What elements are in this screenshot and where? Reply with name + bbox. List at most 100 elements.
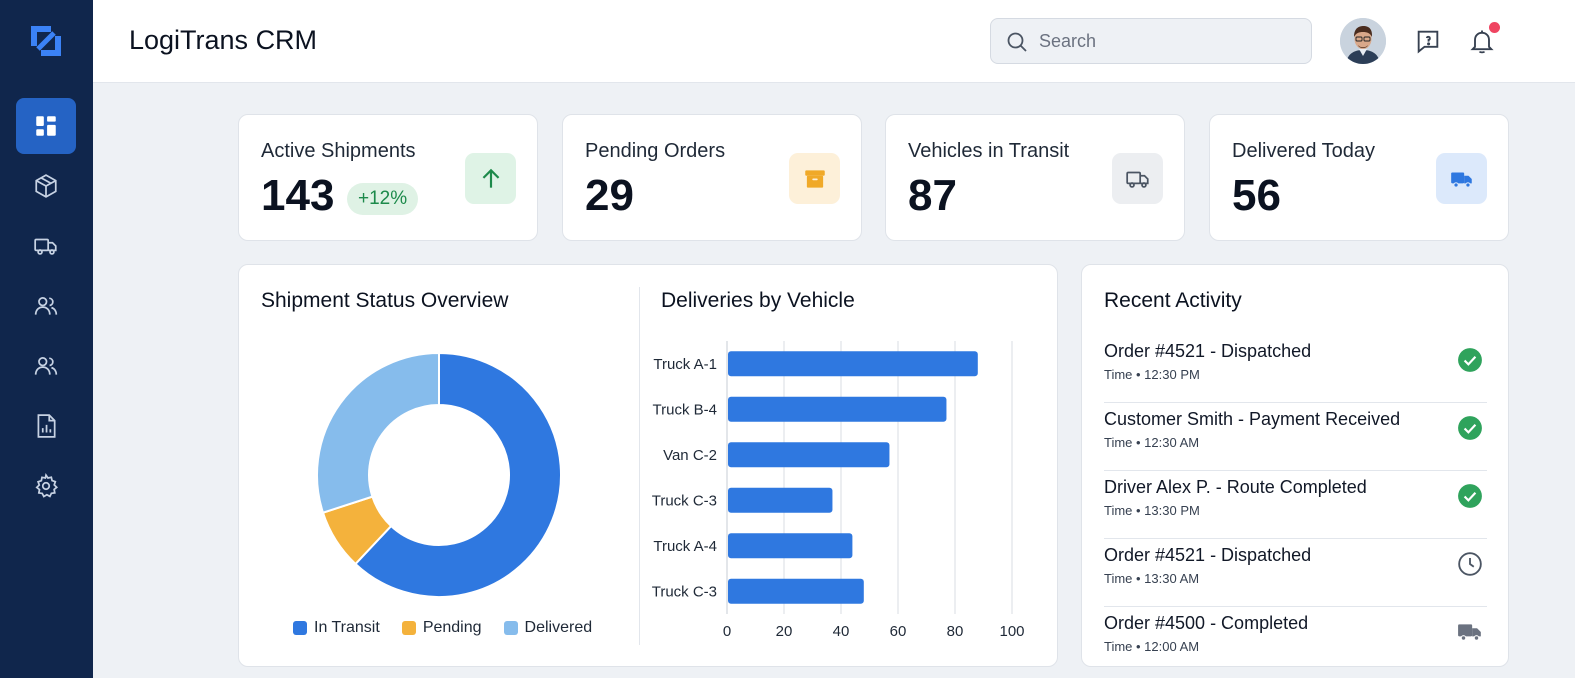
activity-item[interactable]: Order #4500 - Completed Time • 12:00 AM [1104,607,1487,675]
activity-item[interactable]: Order #4521 - Dispatched Time • 12:30 PM [1104,335,1487,403]
stat-icon-tile [1112,153,1163,204]
x-tick-label: 40 [833,623,850,640]
check-circle-icon [1458,484,1482,508]
legend-label: Delivered [524,619,593,636]
x-tick-label: 20 [776,623,793,640]
stat-card-delivered-today: Delivered Today 56 [1209,114,1509,241]
bar-chart: 0 20 40 60 80 100 Truck A-1 Truck B-4 Van C-2 Tru… [652,341,1025,640]
donut-slice-in-transit[interactable] [354,351,562,598]
legend-label: In Transit [314,619,380,636]
activity-item-time: Time • 13:30 AM [1104,571,1200,586]
gear-icon [35,473,59,498]
legend-item-in-transit: In Transit [293,619,380,637]
logo-icon [31,26,61,56]
bar[interactable] [728,533,853,559]
activity-item[interactable]: Driver Alex P. - Route Completed Time • … [1104,471,1487,539]
activity-item-title: Order #4521 - Dispatched [1104,341,1312,361]
trend-badge: +12% [347,183,419,215]
sidebar-item-customers[interactable] [16,278,76,334]
sidebar-item-dashboard[interactable] [16,98,76,154]
check-circle-icon [1458,348,1482,372]
dashboard-icon [36,116,56,136]
activity-item[interactable]: Customer Smith - Payment Received Time •… [1104,403,1487,471]
y-tick-label: Van C-2 [663,447,717,464]
x-tick-label: 100 [999,623,1024,640]
charts-panel: Shipment Status Overview Deliveries by V… [238,264,1058,667]
y-tick-label: Truck B-4 [653,401,717,418]
truck-icon [1125,171,1149,188]
activity-title: Recent Activity [1104,289,1242,312]
bar[interactable] [728,442,890,468]
sidebar-item-settings[interactable] [16,458,76,514]
stat-card-active-shipments: Active Shipments 143 +12% [238,114,538,241]
bar[interactable] [728,487,833,513]
top-header: LogiTrans CRM [93,0,1575,83]
bar-chart-title: Deliveries by Vehicle [661,289,855,312]
stat-card-vehicles-in-transit: Vehicles in Transit 87 [885,114,1185,241]
bar[interactable] [728,396,947,422]
legend-label: Pending [422,619,482,636]
sidebar-item-reports[interactable] [16,398,76,454]
stat-value: 56 [1232,171,1281,220]
delivery-truck-icon [1450,172,1472,188]
legend-item-pending: Pending [401,619,482,637]
sidebar-item-drivers[interactable] [16,338,76,394]
legend-swatch [503,621,518,635]
stat-label: Active Shipments [261,140,416,162]
clock-icon [1458,552,1482,576]
activity-item-title: Order #4521 - Dispatched [1104,545,1312,565]
activity-item-title: Order #4500 - Completed [1104,613,1309,633]
legend-swatch [293,621,307,635]
sidebar-item-shipments[interactable] [16,158,76,214]
y-tick-label: Truck A-1 [653,356,717,373]
activity-item-time: Time • 12:30 PM [1104,367,1200,382]
stat-label: Delivered Today [1232,140,1376,162]
truck-icon [1458,624,1481,641]
activity-item-time: Time • 12:00 AM [1104,639,1200,654]
stat-card-pending-orders: Pending Orders 29 [562,114,862,241]
donut-slice-delivered[interactable] [316,351,440,514]
activity-item-time: Time • 12:30 AM [1104,435,1200,450]
bar[interactable] [728,351,978,377]
bar[interactable] [728,578,864,604]
stat-label: Pending Orders [585,140,726,162]
recent-activity-panel: Recent Activity Order #4521 - Dispatched… [1081,264,1509,667]
activity-item[interactable]: Order #4521 - Dispatched Time • 13:30 AM [1104,539,1487,607]
donut-chart-title: Shipment Status Overview [261,289,509,312]
stat-value: 29 [585,171,634,220]
stat-icon-tile [465,153,516,204]
page-title: LogiTrans CRM [129,25,318,55]
report-icon [37,414,56,438]
box-icon [804,169,825,188]
x-tick-label: 0 [723,623,731,640]
arrow-up-icon [482,168,499,188]
message-icon[interactable] [1414,27,1442,55]
bell-icon[interactable] [1468,27,1496,55]
activity-item-time: Time • 13:30 PM [1104,503,1200,518]
y-tick-label: Truck C-3 [652,492,717,509]
search-box[interactable] [990,18,1312,64]
y-tick-label: Truck A-4 [653,538,717,555]
stat-value: 143 [261,171,335,220]
sidebar [0,0,93,678]
sidebar-item-vehicles[interactable] [16,218,76,274]
stat-value: 87 [908,171,957,220]
users-icon [34,357,58,375]
legend-swatch [401,621,416,635]
check-circle-icon [1458,416,1482,440]
activity-item-title: Customer Smith - Payment Received [1104,409,1401,429]
stat-icon-tile [1436,153,1487,204]
x-tick-label: 80 [947,623,964,640]
x-tick-label: 60 [890,623,907,640]
avatar[interactable] [1340,18,1386,64]
activity-item-title: Driver Alex P. - Route Completed [1104,477,1367,497]
user-avatar-icon [1340,18,1386,64]
search-input[interactable] [1039,19,1299,63]
stat-label: Vehicles in Transit [908,140,1070,162]
search-icon [1007,32,1027,52]
legend-item-delivered: Delivered [503,619,593,637]
donut-legend: In Transit Pending Delivered [293,619,592,637]
y-tick-label: Truck C-3 [652,583,717,600]
divider [639,287,640,645]
users-icon [34,297,58,315]
